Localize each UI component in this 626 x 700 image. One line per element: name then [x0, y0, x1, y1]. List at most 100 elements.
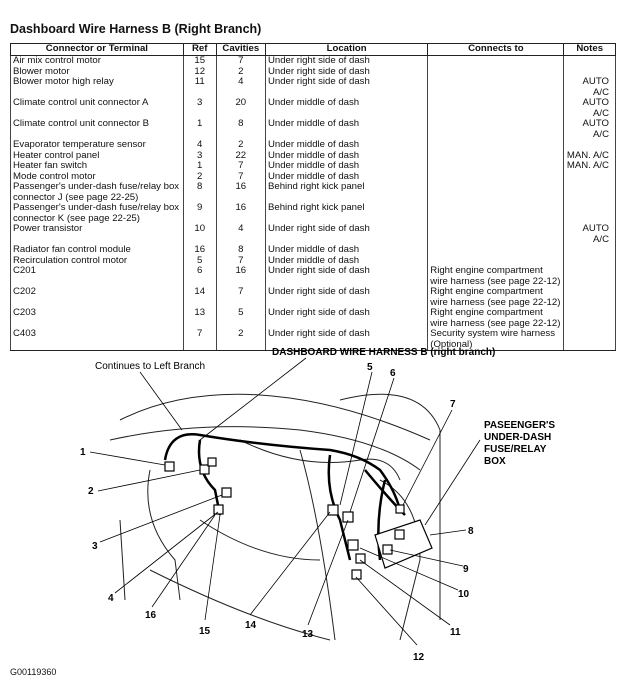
table-cell: Under right side of dash [264, 265, 429, 287]
table-cell: Air mix control motor [10, 55, 184, 67]
callout-7: 7 [450, 399, 456, 410]
table-row: Mode control motor 2 7 Under middle of dash [10, 171, 616, 182]
table-cell: Blower motor [10, 66, 184, 77]
callout-12: 12 [413, 652, 425, 663]
table-cell [563, 266, 616, 287]
table-row: C403 7 2 Under right side of dash Security s… [10, 328, 616, 351]
table-cell: AUTO A/C [563, 118, 616, 140]
callout-1: 1 [80, 447, 86, 458]
table-cell: Passenger's under-dash fuse/relay box co… [10, 181, 184, 203]
table-cell: Security system wire harness (Optional) [427, 328, 565, 351]
table-cell: AUTO A/C [563, 97, 616, 119]
table-cell: AUTO A/C [563, 76, 616, 98]
column-header: Notes [563, 43, 616, 56]
table-cell [563, 245, 616, 256]
table-cell: Climate control unit connector A [10, 97, 184, 119]
table-cell: AUTO A/C [563, 223, 616, 245]
callout-4: 4 [108, 593, 114, 604]
callout-16: 16 [145, 610, 157, 621]
table-cell: 7 [215, 55, 266, 67]
column-header: Cavities [215, 43, 266, 56]
svg-text:BOX: BOX [484, 456, 506, 467]
table-row: Evaporator temperature sensor 4 2 Under mid… [10, 139, 616, 151]
callout-5: 5 [367, 362, 373, 373]
table-row: C203 13 5 Under right side of dash Right eng… [10, 307, 616, 329]
table-cell: Radiator fan control module [10, 244, 184, 256]
table-cell: Under middle of dash [264, 97, 429, 119]
table-cell: Under middle of dash [264, 244, 429, 256]
table-cell [563, 55, 616, 67]
table-cell: 16 [215, 202, 266, 224]
callout-9: 9 [463, 564, 469, 575]
table-cell [427, 161, 565, 172]
table-cell: 2 [215, 66, 266, 77]
table-cell: C202 [10, 286, 184, 308]
table-cell: 2 [215, 328, 266, 351]
svg-text:UNDER-DASH: UNDER-DASH [484, 432, 551, 443]
table-cell: 7 [215, 160, 266, 172]
table-cell [427, 55, 565, 67]
table-cell [427, 98, 565, 119]
table-cell: 4 [215, 76, 266, 98]
table-cell [427, 182, 565, 203]
table-cell [427, 255, 565, 266]
table-row: Blower motor 12 2 Under right side of dash [10, 66, 616, 77]
table-cell [563, 171, 616, 182]
column-header: Connector or Terminal [10, 43, 184, 56]
table-cell: 8 [215, 244, 266, 256]
table-cell [563, 182, 616, 203]
table-cell: Climate control unit connector B [10, 118, 184, 140]
table-cell: Under middle of dash [264, 150, 429, 161]
callout-6: 6 [390, 368, 396, 379]
table-cell: 8 [215, 118, 266, 140]
table-cell [563, 287, 616, 308]
table-cell: 4 [215, 223, 266, 245]
table-cell: 22 [215, 150, 266, 161]
table-row: Air mix control motor 15 7 Under right side… [10, 55, 616, 67]
table-cell: Evaporator temperature sensor [10, 139, 184, 151]
table-row: Climate control unit connector B 1 8 Under … [10, 118, 616, 140]
table-cell: Recirculation control motor [10, 255, 184, 266]
table-cell: Behind right kick panel [264, 202, 429, 224]
column-header: Location [264, 43, 429, 56]
table-cell: Under right side of dash [264, 223, 429, 245]
table-cell: Under right side of dash [264, 328, 429, 351]
table-cell: 7 [215, 286, 266, 308]
table-cell: Under middle of dash [264, 255, 429, 266]
svg-text:FUSE/RELAY: FUSE/RELAY [484, 444, 547, 455]
table-row: Passenger's under-dash fuse/relay box co… [10, 181, 616, 203]
table-cell: Right engine compartment wire harness (s… [427, 265, 565, 287]
table-cell: Mode control motor [10, 171, 184, 182]
fuse-box-label: PASEENGER'S UNDER-DASH FUSE/RELAY BOX [484, 420, 555, 467]
callout-10: 10 [458, 589, 470, 600]
table-cell: Under right side of dash [264, 76, 429, 98]
table-cell: C201 [10, 265, 184, 287]
table-cell: Blower motor high relay [10, 76, 184, 98]
table-cell: Under right side of dash [264, 66, 429, 77]
callout-14: 14 [245, 620, 257, 631]
continues-label: Continues to Left Branch [95, 361, 205, 372]
table-cell: Under middle of dash [264, 160, 429, 172]
table-cell: Power transistor [10, 223, 184, 245]
connector-table: Connector or Terminal Ref Cavities Location… [10, 43, 616, 351]
table-row: Passenger's under-dash fuse/relay box co… [10, 202, 616, 224]
table-cell: Under middle of dash [264, 118, 429, 140]
svg-text:PASEENGER'S: PASEENGER'S [484, 420, 555, 431]
table-cell [563, 140, 616, 151]
table-cell [427, 224, 565, 245]
table-cell: Behind right kick panel [264, 181, 429, 203]
table-cell: C403 [10, 328, 184, 351]
table-row: Radiator fan control module 16 8 Under midd… [10, 244, 616, 256]
table-cell: Passenger's under-dash fuse/relay box co… [10, 202, 184, 224]
table-row: Blower motor high relay 11 4 Under right si… [10, 76, 616, 98]
table-row: Recirculation control motor 5 7 Under middl… [10, 255, 616, 266]
table-row: Power transistor 10 4 Under right side of d… [10, 223, 616, 245]
table-cell [427, 150, 565, 161]
table-cell: 2 [215, 139, 266, 151]
table-cell [427, 77, 565, 98]
table-cell [563, 329, 616, 351]
table-cell [427, 119, 565, 140]
table-cell: 7 [215, 171, 266, 182]
table-cell: Heater control panel [10, 150, 184, 161]
